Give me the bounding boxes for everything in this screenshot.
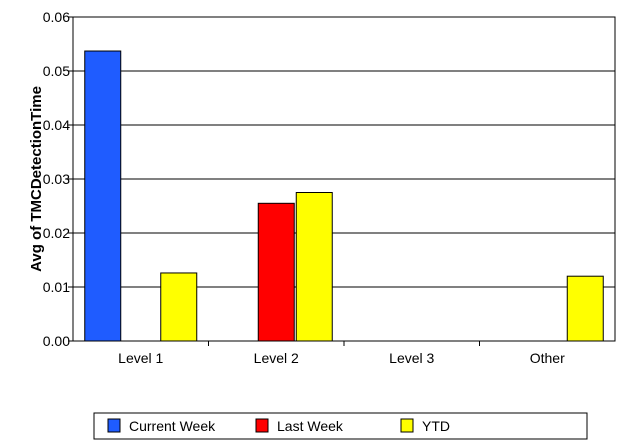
y-tick-label: 0.00 [43,333,70,349]
legend-box [93,412,588,440]
x-axis-tick-labels: Level 1 Level 2 Level 3 Other [118,341,565,366]
y-tick-label: 0.04 [43,117,70,133]
y-tick-label: 0.06 [43,9,70,25]
x-tick-label: Other [530,350,565,366]
bar-last-week-level-2 [257,202,295,342]
y-tick-label: 0.01 [43,279,70,295]
legend-swatch [255,418,269,433]
x-tick-label: Level 3 [389,350,434,366]
gridlines [73,16,615,288]
y-tick-label: 0.02 [43,225,70,241]
legend: Current Week Last Week YTD [93,412,588,440]
bars [84,50,604,342]
y-tick-label: 0.03 [43,171,70,187]
legend-label: Current Week [129,418,216,434]
bar-ytd-level-2 [295,192,333,342]
bar-ytd-other [566,275,604,342]
y-tick-label: 0.05 [43,63,70,79]
x-tick-label: Level 1 [118,350,163,366]
legend-label: YTD [422,418,450,434]
legend-swatch [400,418,414,433]
legend-label: Last Week [277,418,344,434]
y-axis-tick-labels: 0.00 0.01 0.02 0.03 0.04 0.05 0.06 [43,9,73,349]
y-axis-title: Avg of TMCDetectionTime [28,86,45,272]
bar-current-week-level-1 [84,50,122,342]
bar-ytd-level-1 [160,272,198,342]
x-tick-label: Level 2 [254,350,299,366]
legend-swatch [107,418,121,433]
